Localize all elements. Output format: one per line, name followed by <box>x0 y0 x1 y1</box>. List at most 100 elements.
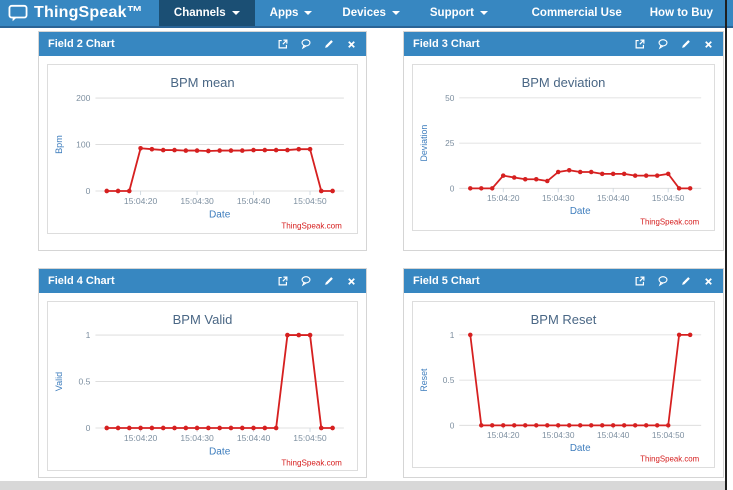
svg-text:Deviation: Deviation <box>419 125 429 162</box>
svg-text:Reset: Reset <box>419 368 429 392</box>
nav-item-label: Apps <box>269 7 299 19</box>
svg-text:50: 50 <box>445 93 455 103</box>
caret-down-icon <box>304 11 313 15</box>
chart-title: BPM Reset <box>530 312 597 327</box>
comment-icon[interactable] <box>657 275 669 287</box>
svg-text:Date: Date <box>209 446 231 457</box>
comment-icon[interactable] <box>657 38 669 50</box>
close-icon[interactable] <box>346 276 357 287</box>
panel-body: BPM Valid 0 0.5 1 15:04:20 15:04:30 15:04:40 1… <box>39 293 366 477</box>
panel-header: Field 2 Chart <box>39 32 366 56</box>
thingspeak-logo-icon <box>8 4 28 22</box>
svg-text:0: 0 <box>450 420 455 430</box>
caret-down-icon <box>479 11 488 15</box>
svg-text:200: 200 <box>76 93 91 103</box>
svg-text:1: 1 <box>450 330 455 340</box>
panel-tools <box>277 38 357 50</box>
comment-icon[interactable] <box>300 38 312 50</box>
panel-title: Field 5 Chart <box>413 275 480 287</box>
comment-icon[interactable] <box>300 275 312 287</box>
panel-body: BPM Reset 0 0.5 1 15:04:20 15:04:30 15:04:40 1… <box>404 293 723 477</box>
bpm-deviation-plot: 0 25 50 15:04:20 15:04:30 15:04:40 15:04:50 Dat… <box>419 93 702 227</box>
close-icon[interactable] <box>703 276 714 287</box>
svg-text:ThingSpeak.com: ThingSpeak.com <box>281 458 342 467</box>
svg-text:0: 0 <box>86 186 91 196</box>
svg-text:ThingSpeak.com: ThingSpeak.com <box>281 221 342 230</box>
bottom-strip <box>0 481 725 490</box>
panel-tools <box>634 38 714 50</box>
edit-icon[interactable] <box>323 38 335 50</box>
svg-text:15:04:40: 15:04:40 <box>597 193 630 203</box>
field2-chart: BPM mean 0 100 200 15:04:20 15:04:30 15:04:40… <box>47 64 358 235</box>
svg-text:ThingSpeak.com: ThingSpeak.com <box>640 455 699 464</box>
panel-field-2: Field 2 Chart BPM mean 0 100 200 15:04:20 15… <box>38 31 367 251</box>
svg-text:100: 100 <box>76 140 91 150</box>
panel-field-4: Field 4 Chart BPM Valid 0 0.5 1 15:04:20 15:… <box>38 268 367 478</box>
svg-text:Bpm: Bpm <box>54 135 64 154</box>
panel-tools <box>277 275 357 287</box>
nav-item-apps[interactable]: Apps <box>255 0 328 26</box>
export-icon[interactable] <box>634 275 646 287</box>
svg-text:0.5: 0.5 <box>443 375 455 385</box>
field5-chart: BPM Reset 0 0.5 1 15:04:20 15:04:30 15:04:40 1… <box>412 301 715 468</box>
svg-text:15:04:20: 15:04:20 <box>124 196 158 206</box>
svg-text:0: 0 <box>86 423 91 433</box>
svg-text:15:04:20: 15:04:20 <box>124 433 158 443</box>
bpm-mean-plot: 0 100 200 15:04:20 15:04:30 15:04:40 15:04:50 D… <box>54 93 344 230</box>
nav-item-label: Support <box>429 7 474 19</box>
chart-title: BPM deviation <box>521 75 606 90</box>
svg-text:ThingSpeak.com: ThingSpeak.com <box>640 218 699 227</box>
nav-item-channels[interactable]: Channels <box>158 0 255 26</box>
svg-text:25: 25 <box>445 138 455 148</box>
nav-item-label: Channels <box>173 7 226 19</box>
svg-text:Valid: Valid <box>54 372 64 392</box>
panel-header: Field 5 Chart <box>404 269 723 293</box>
export-icon[interactable] <box>634 38 646 50</box>
field3-chart: BPM deviation 0 25 50 15:04:20 15:04:30 15:04… <box>412 64 715 231</box>
svg-text:15:04:30: 15:04:30 <box>180 196 214 206</box>
close-icon[interactable] <box>703 39 714 50</box>
svg-text:15:04:40: 15:04:40 <box>597 430 630 440</box>
svg-text:15:04:30: 15:04:30 <box>542 193 575 203</box>
export-icon[interactable] <box>277 275 289 287</box>
svg-text:1: 1 <box>86 330 91 340</box>
panel-field-5: Field 5 Chart BPM Reset 0 0.5 1 15:04:20 15:… <box>403 268 724 478</box>
panel-body: BPM mean 0 100 200 15:04:20 15:04:30 15:04:40… <box>39 56 366 250</box>
svg-text:15:04:50: 15:04:50 <box>652 430 685 440</box>
screenshot-right-border <box>725 0 727 490</box>
svg-text:Date: Date <box>570 206 591 217</box>
nav-right-links: Commercial Use How to Buy <box>532 0 733 26</box>
svg-text:15:04:20: 15:04:20 <box>487 430 520 440</box>
nav-item-devices[interactable]: Devices <box>327 0 414 26</box>
svg-text:15:04:40: 15:04:40 <box>237 433 271 443</box>
svg-text:15:04:50: 15:04:50 <box>652 193 685 203</box>
brand-logo[interactable]: ThingSpeak™ <box>0 0 159 26</box>
svg-text:Date: Date <box>570 443 591 454</box>
panel-title: Field 4 Chart <box>48 275 115 287</box>
panel-header: Field 3 Chart <box>404 32 723 56</box>
how-to-buy-link[interactable]: How to Buy <box>649 7 713 19</box>
nav-item-label: Devices <box>342 7 386 19</box>
nav-menu: Channels Apps Devices Support <box>158 0 503 26</box>
edit-icon[interactable] <box>323 275 335 287</box>
brand-text: ThingSpeak™ <box>34 4 143 21</box>
panel-body: BPM deviation 0 25 50 15:04:20 15:04:30 15:04… <box>404 56 723 250</box>
nav-item-support[interactable]: Support <box>415 0 503 26</box>
svg-text:15:04:30: 15:04:30 <box>180 433 214 443</box>
chart-title: BPM Valid <box>172 312 233 327</box>
field4-chart: BPM Valid 0 0.5 1 15:04:20 15:04:30 15:04:40 1… <box>47 301 358 472</box>
export-icon[interactable] <box>277 38 289 50</box>
svg-text:15:04:20: 15:04:20 <box>487 193 520 203</box>
top-nav: ThingSpeak™ Channels Apps Devices Suppor… <box>0 0 733 28</box>
svg-text:15:04:50: 15:04:50 <box>293 433 327 443</box>
commercial-use-link[interactable]: Commercial Use <box>531 7 622 19</box>
panel-title: Field 2 Chart <box>48 38 115 50</box>
edit-icon[interactable] <box>680 38 692 50</box>
close-icon[interactable] <box>346 39 357 50</box>
svg-text:0: 0 <box>450 183 455 193</box>
panel-title: Field 3 Chart <box>413 38 480 50</box>
svg-text:0.5: 0.5 <box>78 377 90 387</box>
svg-text:15:04:40: 15:04:40 <box>237 196 271 206</box>
edit-icon[interactable] <box>680 275 692 287</box>
